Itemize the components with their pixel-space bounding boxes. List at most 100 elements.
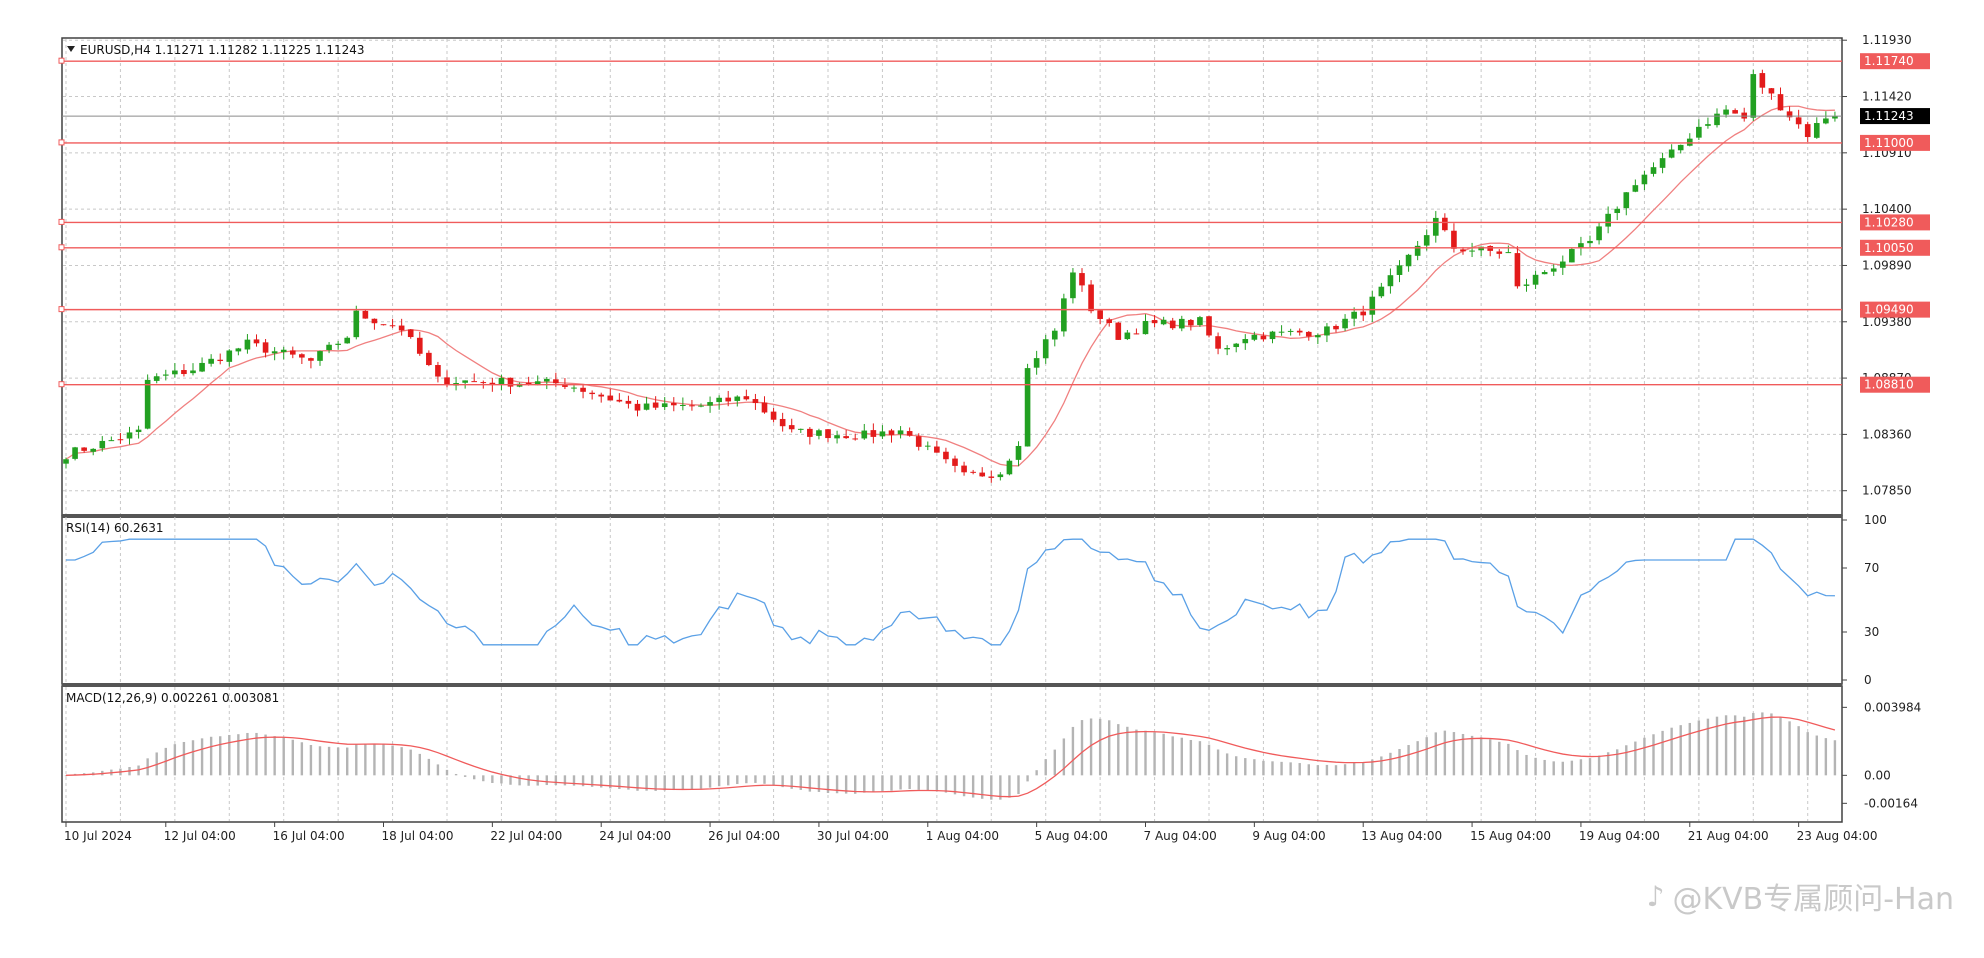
macd-histogram-bar — [672, 775, 675, 791]
candle-body — [1469, 250, 1475, 252]
macd-histogram-bar — [1071, 726, 1075, 776]
macd-histogram-bar — [1697, 720, 1701, 776]
macd-histogram-bar — [1180, 737, 1183, 776]
macd-histogram-bar — [1833, 740, 1837, 776]
macd-histogram-bar — [1135, 729, 1138, 776]
macd-histogram-bar — [182, 741, 186, 776]
candle-body — [870, 430, 877, 437]
candle-body — [1632, 185, 1639, 192]
macd-histogram-bar — [926, 775, 929, 791]
macd-histogram-bar — [754, 775, 757, 783]
price-y-tick-label: 1.09380 — [1862, 315, 1912, 329]
candle-body — [1514, 253, 1521, 287]
macd-histogram-bar — [1126, 726, 1129, 776]
macd-histogram-bar — [872, 775, 875, 793]
candle-body — [1813, 123, 1820, 138]
macd-histogram-bar — [273, 736, 276, 776]
macd-histogram-bar — [1724, 715, 1728, 776]
candle-body — [444, 377, 450, 385]
douyin-logo-icon: ♪ — [1646, 879, 1665, 913]
macd-histogram-bar — [1225, 753, 1229, 776]
macd-histogram-bar — [1643, 737, 1646, 776]
candle-body — [344, 337, 351, 344]
macd-histogram-bar — [999, 775, 1002, 800]
candle-body — [1550, 268, 1557, 272]
candle-body — [181, 370, 187, 375]
candle-body — [1260, 335, 1267, 340]
macd-signal-line — [65, 716, 1836, 798]
macd-histogram-bar — [1706, 718, 1710, 776]
candle-body — [1342, 318, 1348, 329]
macd-histogram-bar — [1443, 730, 1447, 776]
candle-body — [244, 339, 251, 350]
macd-histogram-bar — [454, 773, 458, 776]
candle-body — [1296, 330, 1303, 333]
price-y-tick-label: 1.09890 — [1862, 258, 1912, 272]
x-tick-label: 16 Jul 04:00 — [273, 829, 345, 843]
macd-histogram-bar — [1026, 775, 1029, 782]
candle-body — [1532, 274, 1539, 285]
candle-body — [1714, 113, 1720, 126]
macd-histogram-bar — [1597, 755, 1601, 776]
candle-body — [1823, 118, 1829, 124]
macd-histogram-bar — [953, 775, 957, 795]
macd-histogram-bar — [146, 758, 149, 776]
candle-body — [1051, 330, 1058, 340]
moving-average-line — [65, 105, 1835, 467]
macd-histogram-bar — [1117, 724, 1120, 776]
candle-body — [1006, 460, 1013, 475]
candle-body — [289, 350, 296, 355]
macd-histogram-bar — [1325, 764, 1329, 776]
candle-body — [725, 397, 732, 402]
candle-body — [1423, 235, 1430, 246]
x-tick-label: 22 Jul 04:00 — [490, 829, 562, 843]
macd-histogram-bar — [1770, 713, 1773, 776]
macd-histogram-bar — [572, 775, 576, 786]
candle-body — [1523, 284, 1530, 286]
macd-histogram-bar — [1489, 739, 1492, 776]
level-anchor-marker — [58, 381, 65, 388]
candle-body — [1460, 249, 1466, 252]
candle-body — [317, 351, 323, 361]
macd-histogram-bar — [600, 775, 603, 788]
x-tick-label: 1 Aug 04:00 — [926, 829, 999, 843]
macd-histogram-bar — [1507, 743, 1510, 776]
candle-body — [1777, 94, 1784, 111]
macd-histogram-bar — [191, 740, 195, 776]
macd-histogram-bar — [173, 744, 177, 776]
macd-histogram-bar — [1688, 722, 1691, 776]
candle-body — [462, 380, 468, 383]
level-price-tag — [1860, 376, 1930, 393]
macd-histogram-bar — [209, 736, 213, 776]
candle-body — [235, 348, 242, 352]
macd-histogram-bar — [1298, 763, 1301, 776]
candle-body — [1723, 109, 1729, 115]
macd-histogram-bar — [1806, 732, 1809, 776]
level-anchor-marker — [58, 139, 65, 146]
level-price-tag — [1860, 53, 1930, 70]
candle-body — [1224, 348, 1230, 350]
candle-body — [1378, 286, 1385, 297]
price-chart-title: EURUSD,H4 1.11271 1.11282 1.11225 1.1124… — [80, 43, 365, 57]
macd-histogram-bar — [1352, 762, 1356, 776]
x-tick-label: 23 Aug 04:00 — [1797, 829, 1878, 843]
candle-body — [1668, 149, 1675, 158]
candle-body — [1768, 88, 1775, 94]
macd-histogram-bar — [482, 775, 485, 782]
current-price-tag — [1860, 108, 1930, 125]
candle-body — [471, 381, 478, 383]
macd-histogram-bar — [1743, 716, 1746, 776]
candle-body — [407, 329, 414, 338]
candle-body — [172, 370, 178, 375]
candle-body — [707, 402, 713, 406]
candle-body — [779, 418, 786, 427]
macd-histogram-bar — [1253, 759, 1256, 776]
macd-histogram-bar — [581, 775, 585, 787]
macd-histogram-bar — [971, 775, 975, 798]
rsi-y-tick-label: 30 — [1864, 625, 1879, 639]
macd-histogram-bar — [590, 775, 594, 787]
macd-histogram-bar — [427, 758, 431, 776]
macd-histogram-bar — [291, 739, 294, 776]
macd-histogram-bar — [500, 775, 503, 784]
macd-histogram-bar — [1207, 744, 1211, 776]
